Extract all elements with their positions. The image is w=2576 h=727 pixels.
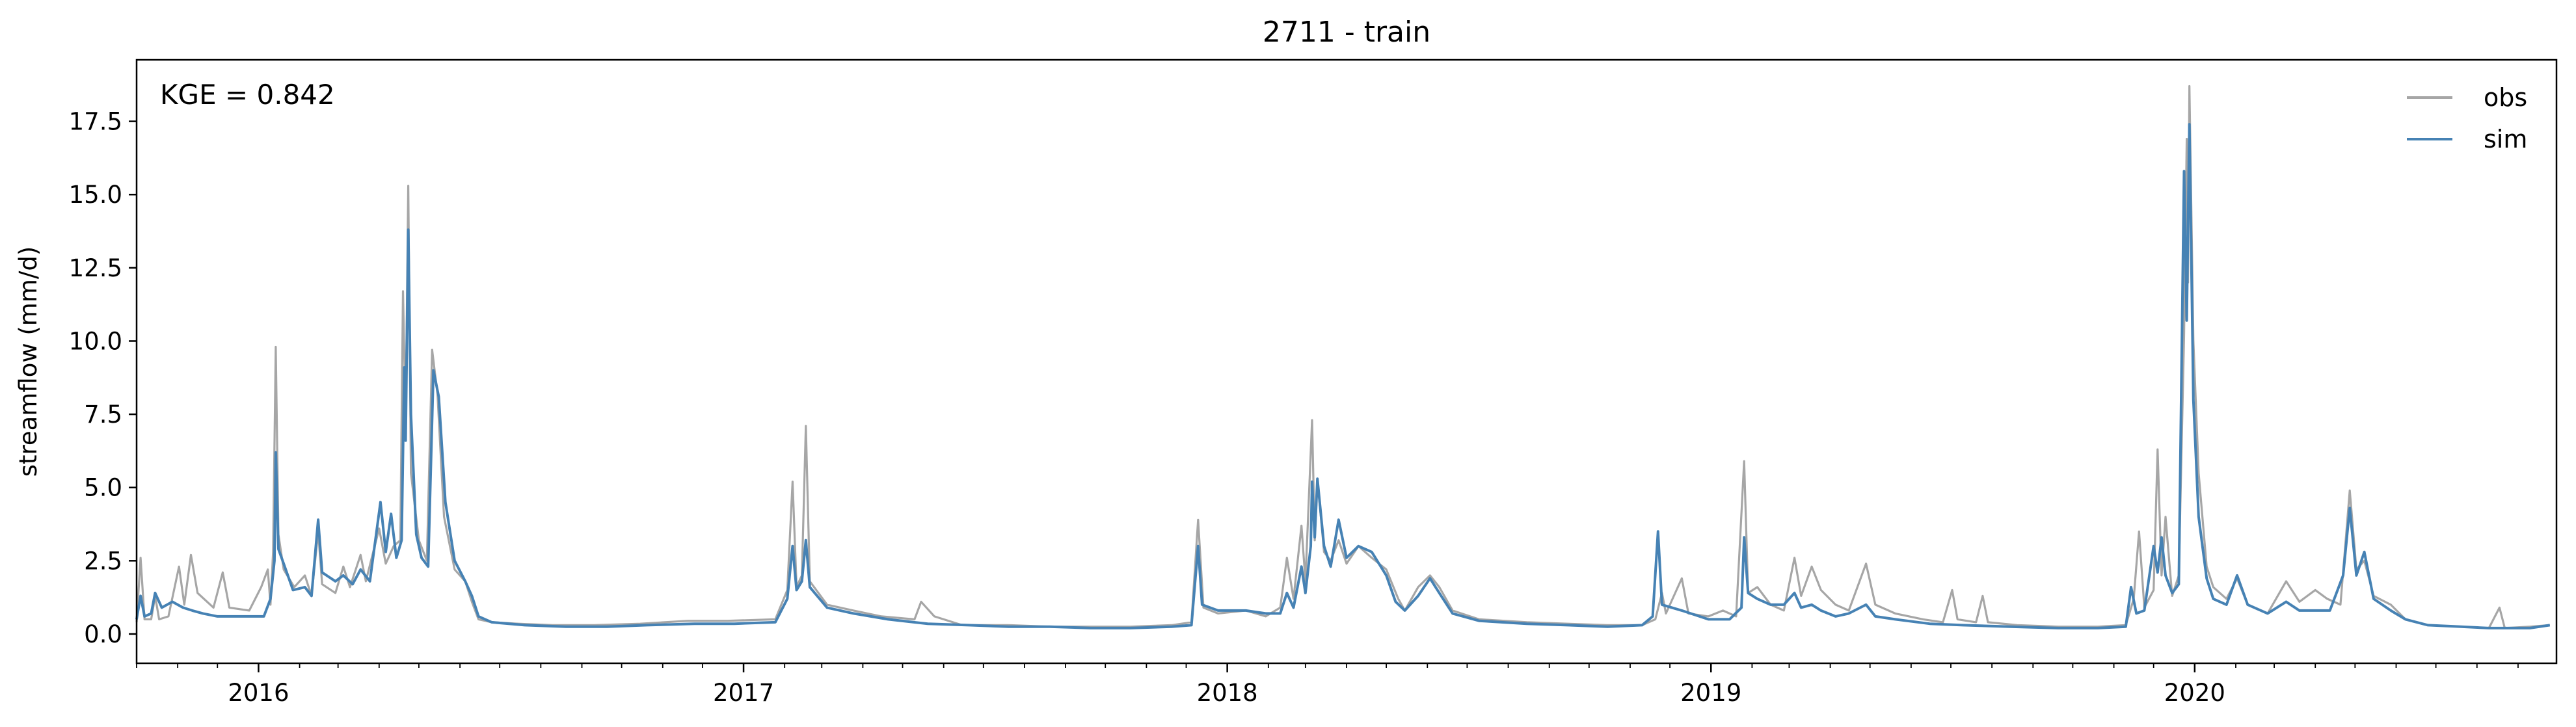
chart-title: 2711 - train xyxy=(1263,16,1430,49)
y-tick-label: 15.0 xyxy=(69,181,122,209)
y-tick-label: 0.0 xyxy=(84,620,122,648)
x-tick-label: 2017 xyxy=(713,679,774,707)
y-tick-label: 5.0 xyxy=(84,474,122,502)
y-axis-label: streamflow (mm/d) xyxy=(14,246,42,477)
x-tick-label: 2018 xyxy=(1197,679,1258,707)
y-tick-label: 7.5 xyxy=(84,401,122,429)
plot-frame xyxy=(135,59,2558,665)
x-axis: 2016 2017 2018 2019 2020 xyxy=(136,663,2519,707)
y-tick-label: 12.5 xyxy=(69,254,122,282)
x-tick-label: 2016 xyxy=(228,679,289,707)
y-tick-label: 2.5 xyxy=(84,547,122,575)
legend-label-obs: obs xyxy=(2484,83,2527,112)
y-tick-label: 17.5 xyxy=(69,108,122,136)
y-tick-label: 10.0 xyxy=(69,327,122,355)
legend: obs sim xyxy=(2407,83,2527,153)
x-tick-label: 2020 xyxy=(2164,679,2225,707)
legend-label-sim: sim xyxy=(2484,125,2527,153)
kge-annotation: KGE = 0.842 xyxy=(160,79,335,111)
x-tick-label: 2019 xyxy=(1680,679,1741,707)
series-line-sim xyxy=(135,123,2551,629)
series-layer xyxy=(135,85,2551,629)
y-axis: 0.0 2.5 5.0 7.5 10.0 12.5 15.0 17.5 xyxy=(69,108,137,648)
